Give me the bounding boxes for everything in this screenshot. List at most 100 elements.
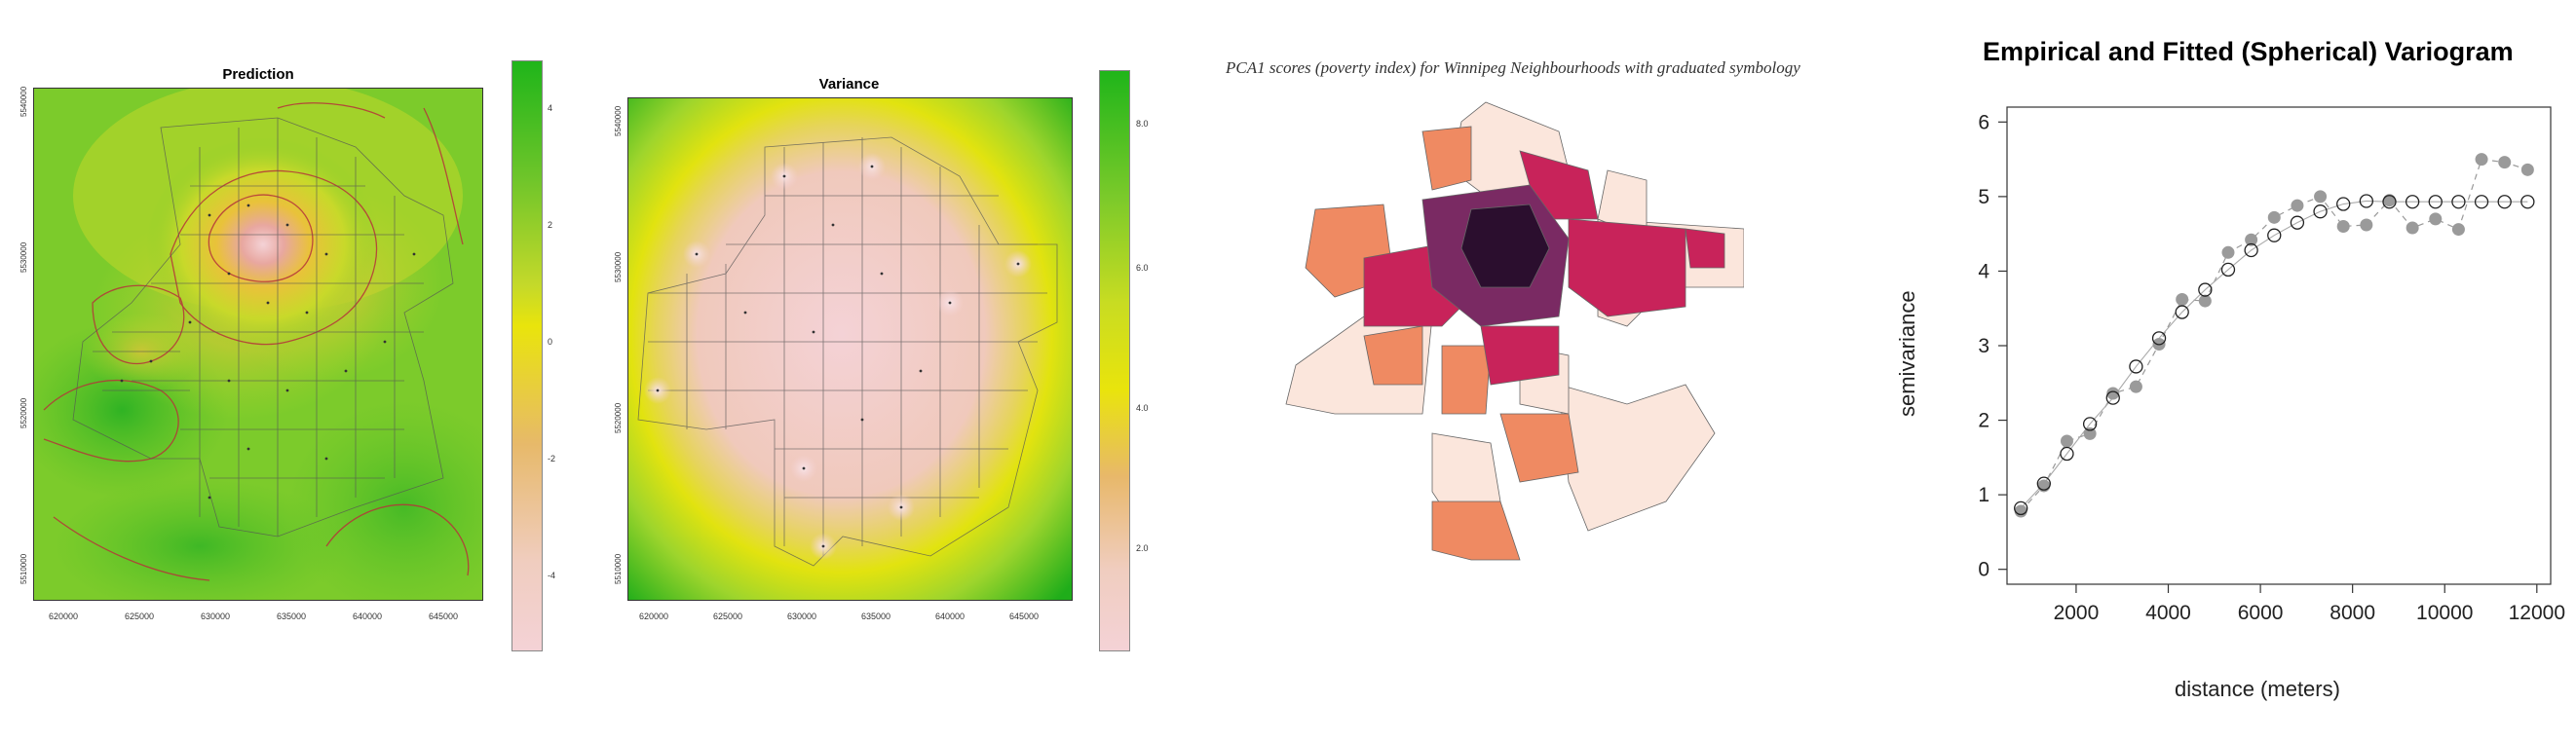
y-tick-label: 5530000 — [614, 251, 623, 282]
y-tick-label: 5530000 — [19, 241, 28, 273]
fitted-point — [2497, 195, 2512, 209]
x-tick-label: 625000 — [713, 611, 743, 621]
fitted-point — [2359, 194, 2373, 208]
empirical-point — [2451, 223, 2465, 237]
colorbar-tick: -4 — [548, 571, 556, 580]
empirical-point — [2475, 153, 2488, 167]
prediction-panel: Prediction — [0, 0, 575, 741]
empirical-point — [2360, 218, 2373, 232]
empirical-point — [2429, 212, 2443, 226]
fitted-point — [2105, 390, 2120, 405]
fitted-point — [2082, 417, 2098, 431]
fitted-point — [2198, 282, 2213, 297]
map-region — [1480, 325, 1560, 386]
x-tick-label: 6000 — [2238, 602, 2284, 624]
x-tick-label: 645000 — [429, 611, 459, 621]
variance-plot-area — [627, 97, 1073, 601]
prediction-plot-area — [33, 88, 483, 601]
x-tick-label: 2000 — [2054, 602, 2100, 624]
x-tick-label: 620000 — [49, 611, 79, 621]
fitted-point — [2520, 195, 2535, 209]
colorbar-tick: 6.0 — [1136, 263, 1149, 273]
x-tick-label: 630000 — [787, 611, 817, 621]
empirical-point — [2406, 221, 2419, 235]
variogram-plot: 0 1 2 3 4 5 6 2000 4000 6000 8000 10000 12000 — [1978, 106, 2565, 624]
empirical-point — [2267, 210, 2281, 224]
y-tick-label: 5 — [1978, 186, 1989, 208]
fitted-point — [2175, 305, 2189, 319]
empirical-point — [2129, 380, 2142, 393]
colorbar-tick: 4 — [548, 103, 553, 113]
y-tick-label: 5540000 — [19, 86, 28, 117]
map-region — [1460, 204, 1550, 288]
variogram-x-axis-label: distance (meters) — [2175, 677, 2340, 701]
y-tick-label: 4 — [1978, 260, 1989, 282]
map-region — [1685, 228, 1725, 269]
y-tick-label: 2 — [1978, 410, 1989, 432]
x-tick-label: 625000 — [125, 611, 155, 621]
map-region — [1441, 345, 1492, 415]
map-panel: PCA1 scores (poverty index) for Winnipeg… — [1208, 0, 1890, 741]
empirical-point — [2336, 220, 2350, 233]
fitted-point — [2405, 195, 2420, 209]
fitted-series-line — [2020, 200, 2528, 509]
empirical-point — [2176, 293, 2189, 307]
x-tick-label: 635000 — [861, 611, 891, 621]
variogram-title: Empirical and Fitted (Spherical) Variogr… — [1983, 37, 2514, 66]
variance-surface — [628, 98, 1072, 600]
empirical-point — [2245, 233, 2258, 246]
y-tick-label: 5540000 — [614, 105, 623, 136]
variance-panel: Variance — [585, 0, 1179, 741]
colorbar-tick: 2.0 — [1136, 543, 1149, 553]
fitted-point — [2267, 228, 2282, 242]
empirical-point — [2498, 156, 2512, 169]
plot-frame — [2006, 106, 2552, 585]
colorbar-tick: 8.0 — [1136, 119, 1149, 129]
fitted-point — [2244, 242, 2258, 258]
y-tick-label: 5520000 — [614, 402, 623, 433]
variance-title: Variance — [818, 76, 880, 93]
empirical-point — [2382, 194, 2396, 207]
empirical-point — [2520, 163, 2534, 176]
prediction-surface — [34, 89, 482, 600]
empirical-point — [2083, 426, 2097, 440]
empirical-point — [2060, 434, 2073, 448]
fitted-point — [2151, 331, 2167, 346]
fitted-point — [2313, 204, 2328, 219]
map-region — [1568, 218, 1686, 317]
variance-colorbar — [1099, 70, 1130, 651]
x-tick-label: 645000 — [1009, 611, 1040, 621]
map-region — [1363, 325, 1423, 386]
x-tick-label: 10000 — [2416, 602, 2473, 624]
empirical-point — [2198, 294, 2212, 308]
fitted-point — [2014, 500, 2028, 516]
fitted-point — [2451, 195, 2466, 209]
fitted-point — [2060, 446, 2074, 462]
variogram-panel: Empirical and Fitted (Spherical) Variogr… — [1890, 0, 2576, 741]
y-tick-label: 5510000 — [614, 553, 623, 584]
colorbar-tick: -2 — [548, 454, 556, 463]
x-tick-label: 635000 — [277, 611, 307, 621]
fitted-point — [2382, 195, 2397, 209]
fitted-point — [2036, 476, 2051, 491]
y-tick-label: 6 — [1978, 111, 1989, 133]
y-tick-label: 3 — [1978, 335, 1989, 357]
x-tick-label: 12000 — [2509, 602, 2565, 624]
empirical-point — [2106, 387, 2120, 400]
prediction-colorbar — [511, 60, 543, 651]
y-tick-label: 1 — [1978, 484, 1989, 506]
y-tick-label: 5510000 — [19, 553, 28, 584]
map-title: PCA1 scores (poverty index) for Winnipeg… — [1226, 58, 1800, 77]
colorbar-tick: 2 — [548, 220, 553, 230]
prediction-title: Prediction — [222, 66, 294, 83]
x-tick-label: 640000 — [353, 611, 383, 621]
map-region — [1499, 413, 1579, 483]
map-region — [1421, 126, 1472, 191]
empirical-point — [2291, 199, 2304, 212]
colorbar-tick: 4.0 — [1136, 403, 1149, 413]
fitted-point — [2220, 262, 2236, 278]
empirical-point — [2221, 245, 2235, 259]
map-region — [1431, 500, 1521, 561]
x-tick-label: 630000 — [201, 611, 231, 621]
x-tick-label: 8000 — [2330, 602, 2375, 624]
